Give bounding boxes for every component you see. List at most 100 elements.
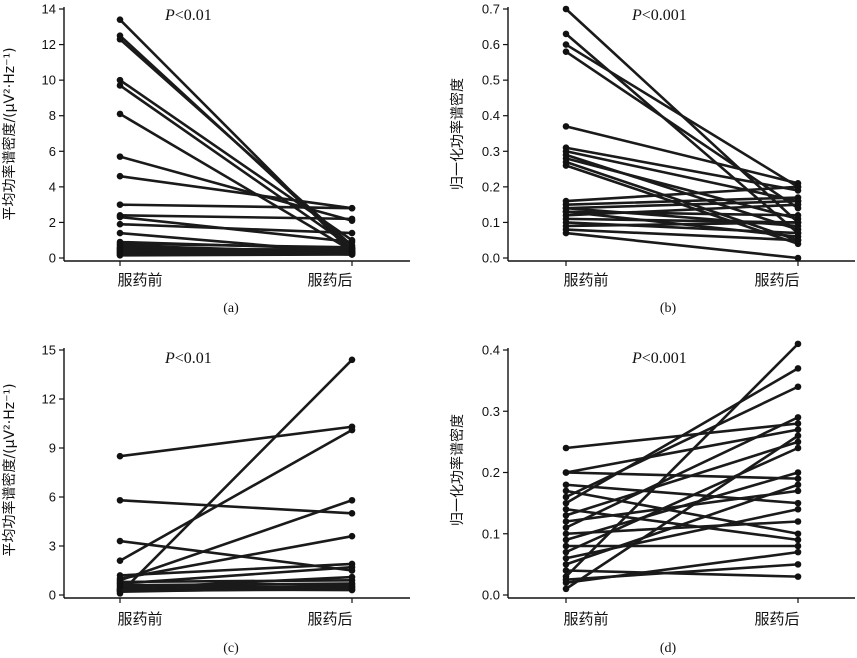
panel-d-series-line-6 bbox=[564, 367, 800, 505]
panel-d-point-before-10 bbox=[562, 524, 570, 531]
panel-d-y-tick-label-4: 0.4 bbox=[482, 343, 500, 358]
panel-d-point-after-8 bbox=[794, 438, 802, 446]
panel-d-point-before-13 bbox=[562, 542, 570, 550]
panel-c-p-text: <0.01 bbox=[175, 350, 212, 367]
panel-c-series-line-6 bbox=[118, 498, 354, 582]
panel-a-series-line-5 bbox=[118, 112, 354, 253]
panel-d-series-line-17 bbox=[564, 569, 800, 578]
panel-c-series-line-8 bbox=[118, 565, 354, 585]
panel-d-point-before-17 bbox=[562, 567, 570, 574]
panel-d-series-line-2 bbox=[564, 471, 800, 480]
panel-d-point-after-16 bbox=[794, 481, 802, 489]
panel-b-p-italic: P bbox=[631, 7, 642, 24]
panel-a-y-tick-label-7: 14 bbox=[42, 2, 56, 17]
panel-a-series-line-11 bbox=[118, 222, 354, 235]
panel-d-point-after-13 bbox=[794, 542, 802, 550]
panel-d-series-line-18 bbox=[564, 342, 800, 578]
panel-d-series-line-21 bbox=[564, 563, 800, 581]
panel-c-y-tick-label-1: 3 bbox=[49, 539, 56, 554]
panel-d-point-before-12 bbox=[562, 536, 570, 544]
panel-b-point-before-1 bbox=[562, 30, 570, 38]
panel-b-p-text: <0.001 bbox=[642, 7, 687, 24]
panel-c-series-line-1 bbox=[118, 498, 354, 515]
panel-a-series-line-6 bbox=[118, 155, 354, 222]
panel-b-y-tick-label-3: 0.3 bbox=[482, 144, 500, 159]
panel-a-point-after-10 bbox=[348, 238, 356, 246]
panel-a-series-line-8 bbox=[118, 203, 354, 210]
panel-c-point-after-1 bbox=[348, 510, 356, 517]
panel-a-p-italic: P bbox=[164, 7, 175, 24]
panel-b-y-tick-label-5: 0.5 bbox=[482, 73, 500, 88]
panel-d-point-before-6 bbox=[562, 499, 570, 507]
panel-b-point-after-20 bbox=[794, 219, 802, 226]
panel-d-point-before-11 bbox=[562, 530, 570, 538]
panel-d-label: (d) bbox=[660, 641, 677, 656]
panel-d-point-after-1 bbox=[794, 426, 802, 433]
panel-d-point-after-10 bbox=[794, 414, 802, 421]
panel-d-point-after-18 bbox=[794, 340, 802, 348]
panel-a-y-tick-label-2: 4 bbox=[49, 179, 56, 194]
panel-a-category-before: 服药前 bbox=[117, 271, 162, 289]
panel-d-y-tick-label-0: 0.0 bbox=[482, 588, 500, 603]
panel-d-category-before: 服药前 bbox=[563, 610, 608, 628]
panel-a-point-before-8 bbox=[116, 201, 124, 208]
panel-c-series-line-15 bbox=[118, 586, 354, 594]
panel-c-series-line-13 bbox=[118, 583, 354, 592]
panel-c-category-before: 服药前 bbox=[117, 610, 162, 628]
panel-d-point-before-9 bbox=[562, 518, 570, 525]
panel-d-point-after-0 bbox=[794, 420, 802, 427]
panel-b-point-after-19 bbox=[794, 229, 802, 237]
panel-a-y-tick-label-4: 8 bbox=[49, 108, 56, 123]
panel-b-point-after-11 bbox=[794, 183, 802, 191]
panel-c-y-tick-label-0: 0 bbox=[49, 588, 56, 603]
panel-d-point-before-20 bbox=[562, 585, 570, 593]
panel-a-y-tick-label-5: 10 bbox=[42, 73, 56, 88]
panel-c-series-line-11 bbox=[118, 575, 354, 590]
panel-d-series-line-11 bbox=[564, 520, 800, 536]
panel-d-point-before-0 bbox=[562, 444, 570, 452]
panel-c-point-after-6 bbox=[348, 496, 356, 504]
panel-a-point-before-3 bbox=[116, 76, 124, 84]
panel-a-p-text: <0.01 bbox=[175, 7, 212, 24]
panel-b-series-line-2 bbox=[564, 43, 800, 189]
panel-a-category-after: 服药后 bbox=[307, 271, 352, 289]
panel-c-y-tick-label-5: 15 bbox=[42, 343, 56, 358]
panel-b-point-before-2 bbox=[562, 41, 570, 48]
panel-c-series-line-5 bbox=[118, 534, 354, 580]
panel-b-ylabel: 归一化功率谱密度 bbox=[449, 78, 466, 190]
panel-d-y-tick-label-3: 0.3 bbox=[482, 404, 500, 419]
panel-c-label: (c) bbox=[223, 641, 239, 656]
panel-d-point-before-3 bbox=[562, 481, 570, 489]
panel-b-point-after-17 bbox=[794, 201, 802, 208]
panel-b-series-line-11 bbox=[564, 185, 800, 203]
panel-a-point-before-11 bbox=[116, 220, 124, 228]
panel-a-series-line-4 bbox=[118, 84, 354, 249]
panel-d-point-after-15 bbox=[794, 505, 802, 513]
panel-d-point-after-5 bbox=[794, 383, 802, 391]
panel-b-p-value: P<0.001 bbox=[631, 7, 687, 24]
panel-a-point-before-12 bbox=[116, 229, 124, 237]
panel-b-series-line-6 bbox=[564, 149, 800, 203]
panel-c-category-after: 服药后 bbox=[307, 610, 352, 628]
panel-a-y-tick-label-6: 12 bbox=[42, 37, 56, 52]
panel-d-point-after-12 bbox=[794, 469, 802, 476]
panel-d-point-after-21 bbox=[794, 561, 802, 568]
panel-d-point-after-19 bbox=[794, 548, 802, 556]
panel-c-y-tick-label-4: 12 bbox=[42, 392, 56, 407]
panel-c-point-after-15 bbox=[348, 584, 356, 591]
panel-a-point-after-11 bbox=[348, 229, 356, 237]
panel-b-series-line-21 bbox=[564, 228, 800, 242]
panel-a: 平均功率谱密度/(μV²·Hz⁻¹) P<0.01 服药前 服药后 (a) 0 2… bbox=[1, 2, 410, 316]
panel-d-category-after: 服药后 bbox=[754, 610, 799, 628]
panel-d-series-line-14 bbox=[564, 446, 800, 554]
panel-d-point-after-14 bbox=[794, 444, 802, 452]
panel-b-y-tick-label-7: 0.7 bbox=[482, 2, 500, 17]
panel-c-p-italic: P bbox=[164, 350, 175, 367]
panel-b-point-after-15 bbox=[794, 212, 802, 219]
panel-d-point-before-15 bbox=[562, 554, 570, 562]
panel-d-series-line-16 bbox=[564, 483, 800, 566]
panel-d-series-line-10 bbox=[564, 416, 800, 529]
panel-a-y-tick-label-3: 6 bbox=[49, 144, 56, 159]
panel-b-point-after-22 bbox=[794, 254, 802, 262]
panel-a-point-before-4 bbox=[116, 82, 124, 89]
